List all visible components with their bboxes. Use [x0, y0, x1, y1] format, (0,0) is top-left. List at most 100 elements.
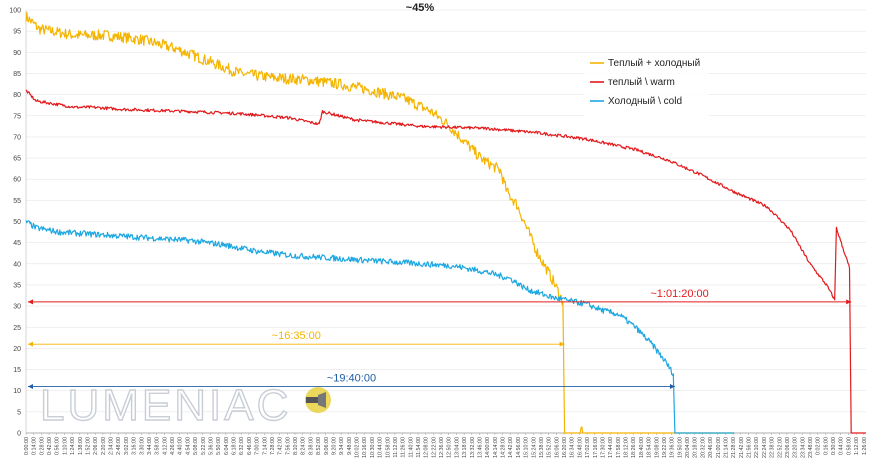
y-tick-label: 65 [13, 156, 21, 163]
x-tick-label: 18:12:00 [624, 437, 630, 458]
x-tick-label: 7:28:00 [270, 437, 276, 455]
x-tick-label: 21:14:00 [723, 437, 729, 458]
x-tick-label: 22:24:00 [762, 437, 768, 458]
y-tick-label: 100 [9, 8, 21, 15]
chart-title: ~45% [406, 2, 435, 14]
x-tick-label: 13:18:00 [462, 437, 468, 458]
y-tick-label: 75 [13, 113, 21, 120]
x-tick-label: 18:40:00 [639, 437, 645, 458]
x-tick-label: 8:24:00 [301, 437, 307, 455]
x-tick-label: 0:16:00 [823, 437, 829, 455]
x-tick-label: 11:54:00 [416, 437, 422, 458]
y-tick-label: 50 [13, 219, 21, 226]
series-line-1 [25, 89, 866, 434]
x-tick-label: 23:34:00 [800, 437, 806, 458]
x-tick-label: 2:06:00 [93, 437, 99, 455]
x-tick-label: 19:08:00 [654, 437, 660, 458]
x-tick-label: 1:12:00 [854, 437, 860, 455]
x-tick-label: 12:08:00 [424, 437, 430, 458]
y-tick-label: 95 [13, 29, 21, 36]
x-tick-label: 9:06:00 [324, 437, 330, 455]
x-tick-label: 3:16:00 [132, 437, 138, 455]
y-tick-label: 70 [13, 134, 21, 141]
y-tick-label: 80 [13, 92, 21, 99]
x-tick-label: 1:52:00 [85, 437, 91, 455]
x-tick-label: 3:58:00 [155, 437, 161, 455]
y-tick-label: 25 [13, 325, 21, 332]
x-tick-label: 4:40:00 [178, 437, 184, 455]
x-tick-label: 14:00:00 [485, 437, 491, 458]
x-tick-label: 15:38:00 [539, 437, 545, 458]
y-tick-label: 85 [13, 71, 21, 78]
series-line-0 [25, 11, 735, 434]
x-tick-label: 2:34:00 [109, 437, 115, 455]
x-tick-label: 17:02:00 [585, 437, 591, 458]
x-tick-label: 13:32:00 [470, 437, 476, 458]
x-tick-label: 0:28:00 [39, 437, 45, 455]
x-tick-label: 6:32:00 [239, 437, 245, 455]
x-tick-label: 19:36:00 [670, 437, 676, 458]
x-tick-label: 5:08:00 [193, 437, 199, 455]
x-tick-label: 9:34:00 [339, 437, 345, 455]
x-tick-label: 6:46:00 [247, 437, 253, 455]
annotations: ~1:01:20:00 ~16:35:00 ~19:40:00 [28, 288, 852, 389]
x-tick-label: 21:42:00 [739, 437, 745, 458]
x-tick-label: 10:44:00 [378, 437, 384, 458]
x-tick-label: 3:44:00 [147, 437, 153, 455]
x-tick-label: 1:38:00 [78, 437, 84, 455]
y-tick-label: 90 [13, 50, 21, 57]
annotation-label-1: ~16:35:00 [272, 330, 321, 342]
x-tick-label: 20:04:00 [685, 437, 691, 458]
x-tick-label: 18:54:00 [647, 437, 653, 458]
x-tick-label: 20:18:00 [693, 437, 699, 458]
x-tick-label: 22:52:00 [777, 437, 783, 458]
x-tick-label: 0:30:00 [831, 437, 837, 455]
x-tick-label: 6:04:00 [224, 437, 230, 455]
x-tick-label: 0:58:00 [846, 437, 852, 455]
x-tick-label: 12:22:00 [431, 437, 437, 458]
x-tick-label: 16:20:00 [562, 437, 568, 458]
annotation-arrowhead-left-1 [28, 341, 33, 347]
y-tick-label: 45 [13, 240, 21, 247]
x-tick-label: 0:56:00 [55, 437, 61, 455]
x-tick-label: 8:10:00 [293, 437, 299, 455]
x-tick-label: 23:48:00 [808, 437, 814, 458]
x-tick-label: 17:58:00 [616, 437, 622, 458]
x-tick-label: 14:42:00 [508, 437, 514, 458]
annotation-arrowhead-right-1 [559, 341, 565, 347]
annotation-arrowhead-left-2 [28, 383, 33, 389]
x-tick-label: 0:00:00 [24, 437, 30, 455]
x-tick-label: 5:22:00 [201, 437, 207, 455]
series-line-2 [25, 220, 735, 434]
y-tick-label: 5 [17, 409, 21, 416]
x-tick-label: 20:46:00 [708, 437, 714, 458]
x-tick-label: 2:20:00 [101, 437, 107, 455]
x-tick-label: 17:30:00 [600, 437, 606, 458]
series-lines [25, 11, 866, 434]
y-tick-label: 15 [13, 367, 21, 374]
y-tick-label: 0 [17, 431, 21, 438]
annotation-label-0: ~1:01:20:00 [650, 288, 708, 300]
x-tick-label: 4:12:00 [162, 437, 168, 455]
x-tick-label: 21:00:00 [716, 437, 722, 458]
y-tick-label: 20 [13, 346, 21, 353]
legend-label-1: теплый \ warm [608, 77, 675, 88]
x-tick-label: 23:06:00 [785, 437, 791, 458]
y-tick-label: 10 [13, 388, 21, 395]
y-tick-label: 40 [13, 261, 21, 268]
annotation-arrowhead-left-0 [28, 299, 33, 305]
x-tick-label: 10:02:00 [355, 437, 361, 458]
x-tick-label: 10:16:00 [362, 437, 368, 458]
annotation-label-2: ~19:40:00 [327, 372, 376, 384]
x-tick-label: 22:38:00 [770, 437, 776, 458]
x-tick-label: 9:48:00 [347, 437, 353, 455]
annotation-arrowhead-right-0 [846, 299, 852, 305]
x-tick-label: 19:22:00 [662, 437, 668, 458]
x-tick-label: 5:50:00 [216, 437, 222, 455]
legend-label-2: Холодный \ cold [608, 96, 682, 107]
x-tick-label: 1:26:00 [862, 437, 868, 455]
x-tick-label: 18:26:00 [631, 437, 637, 458]
x-tick-label: 16:06:00 [554, 437, 560, 458]
legend: Теплый + холодный теплый \ warm Холодный \… [584, 55, 709, 117]
